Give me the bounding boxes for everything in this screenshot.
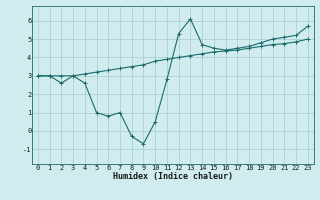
X-axis label: Humidex (Indice chaleur): Humidex (Indice chaleur) xyxy=(113,172,233,181)
